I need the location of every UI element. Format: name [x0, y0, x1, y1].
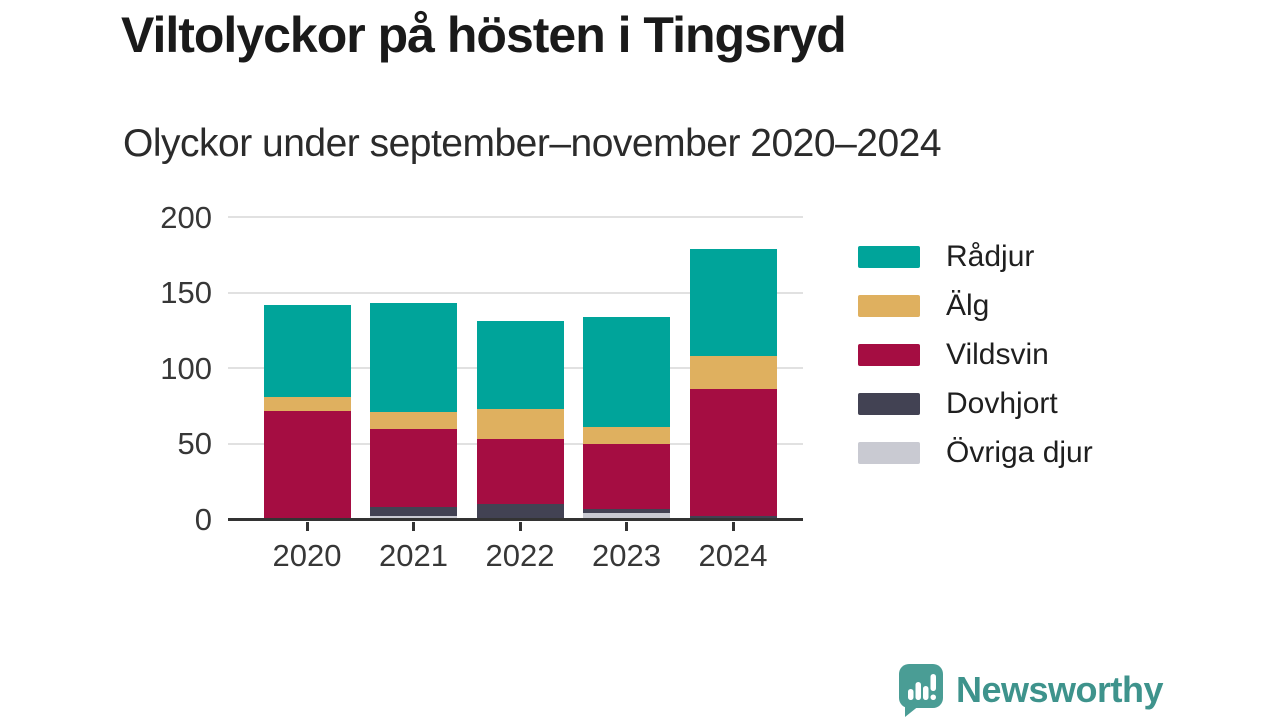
x-axis-label-2023: 2023	[592, 538, 661, 573]
legend-swatch-alg	[858, 295, 920, 317]
legend-label-dovhjort: Dovhjort	[946, 387, 1058, 420]
bar-segment-radjur-2024	[689, 248, 777, 357]
legend-label-vildsvin: Vildsvin	[946, 338, 1049, 371]
chart-subtitle: Olyckor under september–november 2020–20…	[123, 122, 942, 165]
bar-segment-ovriga-djur-2021	[370, 516, 457, 520]
bar-segment-alg-2023	[583, 427, 670, 444]
bar-segment-dovhjort-2024	[689, 516, 777, 518]
bar-segment-vildsvin-2020	[263, 410, 351, 520]
bar-segment-radjur-2023	[583, 316, 670, 428]
bar-segment-radjur-2020	[263, 304, 351, 397]
x-axis-line	[228, 518, 803, 521]
gridline-200	[228, 216, 803, 218]
gridline-150	[228, 291, 803, 294]
y-axis-label-200: 200	[160, 199, 212, 235]
x-axis-tick-2021	[412, 521, 415, 531]
bar-segment-alg-2022	[476, 409, 564, 440]
newsworthy-brand-text: Newsworthy	[956, 669, 1164, 710]
chart-title: Viltolyckor på hösten i Tingsryd	[121, 7, 847, 63]
legend-swatch-ovriga-djur	[858, 442, 920, 464]
bar-segment-alg-2020	[263, 396, 351, 411]
legend-label-alg: Älg	[946, 289, 990, 322]
legend-swatch-dovhjort	[858, 393, 920, 415]
bar-segment-dovhjort-2023	[583, 508, 670, 514]
y-axis-label-0: 0	[194, 502, 212, 537]
bar-segment-radjur-2022	[476, 321, 564, 410]
bar-segment-alg-2024	[689, 356, 777, 390]
bar-segment-ovriga-djur-2023	[583, 513, 670, 520]
x-axis-label-2022: 2022	[485, 538, 555, 573]
legend-label-ovriga-djur: Övriga djur	[946, 436, 1093, 469]
bar-segment-dovhjort-2021	[370, 507, 457, 517]
x-axis-label-2020: 2020	[272, 538, 342, 573]
x-axis-label-2024: 2024	[698, 538, 768, 573]
bar-segment-vildsvin-2024	[689, 389, 777, 517]
bar-segment-dovhjort-2022	[476, 504, 564, 518]
x-axis-label-2021: 2021	[379, 538, 448, 573]
legend-swatch-radjur	[858, 246, 920, 268]
legend-swatch-vildsvin	[858, 344, 920, 366]
x-axis-tick-2024	[731, 521, 735, 531]
y-axis-label-150: 150	[160, 275, 212, 311]
x-axis-tick-2020	[305, 521, 309, 531]
x-axis-tick-2023	[625, 521, 628, 531]
bar-segment-vildsvin-2022	[476, 439, 564, 505]
y-axis-label-100: 100	[160, 350, 212, 386]
x-axis-tick-2022	[518, 521, 522, 531]
bar-segment-vildsvin-2021	[370, 428, 457, 508]
bar-segment-radjur-2021	[370, 303, 457, 413]
newsworthy-logo-icon	[899, 664, 943, 717]
bar-segment-vildsvin-2023	[583, 443, 670, 509]
bar-segment-alg-2021	[370, 412, 457, 429]
y-axis-label-50: 50	[177, 426, 212, 462]
legend-label-radjur: Rådjur	[946, 240, 1035, 273]
